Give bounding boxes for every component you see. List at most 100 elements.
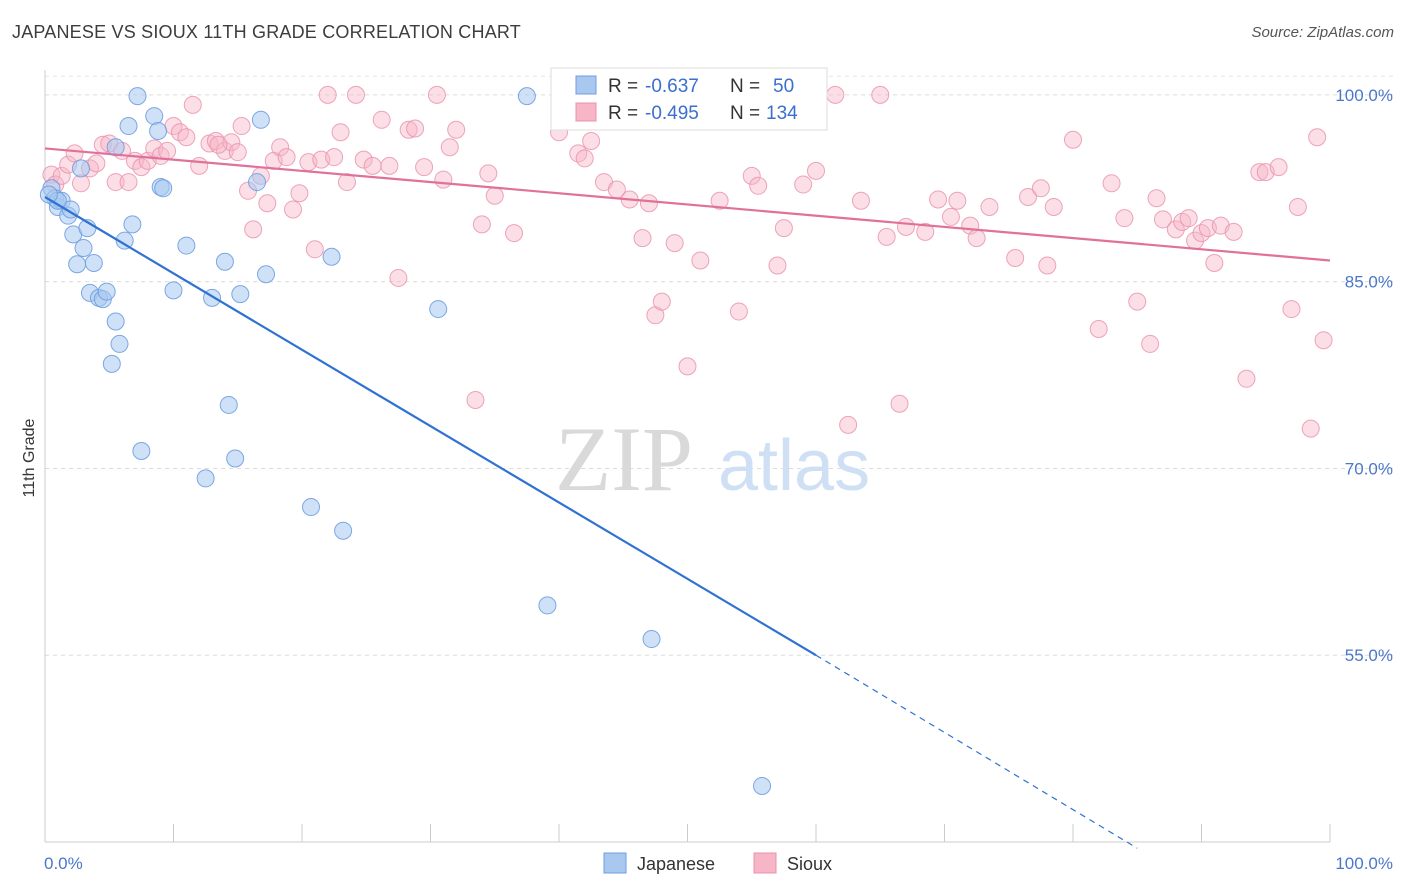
sioux-point (1147, 189, 1166, 208)
japanese-point (110, 334, 129, 353)
sioux-point (1308, 128, 1327, 147)
japanese-point (102, 354, 121, 373)
japanese-point (154, 179, 173, 198)
sioux-point (807, 161, 825, 180)
sioux-point (415, 158, 434, 177)
y-tick-label: 70.0% (1345, 459, 1393, 478)
japanese-point (196, 469, 215, 488)
sioux-point (190, 156, 209, 175)
sioux-point (871, 85, 890, 104)
japanese-point (322, 247, 341, 266)
japanese-point (119, 117, 138, 136)
japanese-point (84, 254, 103, 272)
sioux-point (331, 123, 350, 142)
sioux-point (1250, 163, 1269, 182)
bottom-legend-label-sioux: Sioux (787, 854, 832, 874)
sioux-point (1044, 197, 1063, 216)
sioux-point (967, 229, 986, 248)
sioux-point (1237, 369, 1256, 388)
watermark-atlas: atlas (718, 426, 870, 506)
sioux-point (106, 173, 125, 192)
sioux-point (582, 131, 601, 150)
sioux-trend-line (44, 147, 1331, 262)
sioux-point (389, 268, 408, 287)
sioux-point (337, 173, 356, 192)
bottom-legend: Japanese Sioux (603, 852, 832, 874)
japanese-point (334, 521, 353, 540)
sioux-point (742, 166, 761, 185)
japanese-series (39, 87, 772, 795)
sioux-point (466, 390, 485, 409)
japanese-point (517, 87, 536, 106)
bottom-legend-label-japanese: Japanese (637, 854, 715, 874)
sioux-point (1153, 210, 1172, 229)
sioux-point (271, 138, 290, 157)
japanese-point (106, 312, 125, 331)
sioux-point (505, 224, 524, 243)
sioux-point (244, 220, 263, 239)
watermark-zip: ZIP (555, 408, 693, 510)
sioux-point (87, 154, 106, 173)
sioux-point (318, 85, 337, 104)
sioux-point (209, 135, 228, 154)
sioux-point (485, 186, 504, 205)
sioux-point (1179, 209, 1198, 228)
sioux-point (406, 119, 425, 138)
bottom-legend-swatch-japanese (603, 852, 627, 874)
sioux-series (42, 85, 1333, 438)
sioux-point (1089, 319, 1108, 338)
japanese-point (538, 596, 557, 615)
japanese-point (123, 215, 142, 234)
sioux-point (768, 256, 787, 275)
japanese-point (145, 107, 164, 126)
sioux-point (158, 141, 177, 160)
legend-r-label-japanese: R = (608, 76, 638, 97)
bottom-legend-swatch-sioux (753, 852, 777, 874)
sioux-point (1102, 174, 1121, 193)
sioux-point (1006, 249, 1025, 268)
sioux-point (258, 194, 277, 213)
japanese-point (164, 281, 183, 300)
x-tick-label: 0.0% (44, 854, 83, 873)
sioux-point (1128, 292, 1147, 311)
sioux-point (1205, 254, 1224, 272)
japanese-point (215, 252, 234, 271)
sioux-point (440, 138, 459, 157)
x-tick-label: 100.0% (1335, 854, 1393, 873)
japanese-point (74, 239, 93, 258)
japanese-point (226, 449, 245, 468)
sioux-point (1064, 130, 1082, 149)
sioux-point (380, 156, 399, 175)
sioux-point (1224, 222, 1243, 241)
y-tick-label: 55.0% (1345, 646, 1393, 665)
sioux-point (710, 191, 729, 210)
sioux-point (290, 184, 309, 203)
sioux-point (665, 234, 684, 253)
sioux-point (119, 173, 138, 192)
sioux-point (399, 120, 418, 139)
sioux-point (1314, 331, 1333, 350)
sioux-point (284, 200, 303, 219)
japanese-point (68, 255, 87, 274)
sioux-point (633, 229, 652, 248)
sioux-point (65, 144, 84, 163)
sioux-point (427, 85, 446, 104)
legend-swatch-sioux (575, 102, 597, 122)
sioux-point (434, 170, 453, 189)
legend: R = -0.637 N = 50 R = -0.495 N = 134 (550, 67, 828, 131)
chart-title: JAPANESE VS SIOUX 11TH GRADE CORRELATION… (12, 22, 521, 42)
legend-r-value-japanese: -0.637 (645, 76, 699, 97)
sioux-point (652, 292, 671, 311)
y-axis-label: 11th Grade (21, 418, 38, 497)
japanese-point (115, 231, 134, 250)
sioux-point (363, 156, 382, 175)
sioux-point (749, 176, 768, 195)
sioux-point (479, 164, 498, 183)
sioux-point (774, 219, 793, 238)
sioux-point (575, 149, 594, 168)
japanese-point (429, 300, 448, 319)
legend-n-value-japanese: 50 (773, 76, 794, 97)
legend-box (550, 67, 828, 131)
sioux-point (325, 148, 344, 167)
